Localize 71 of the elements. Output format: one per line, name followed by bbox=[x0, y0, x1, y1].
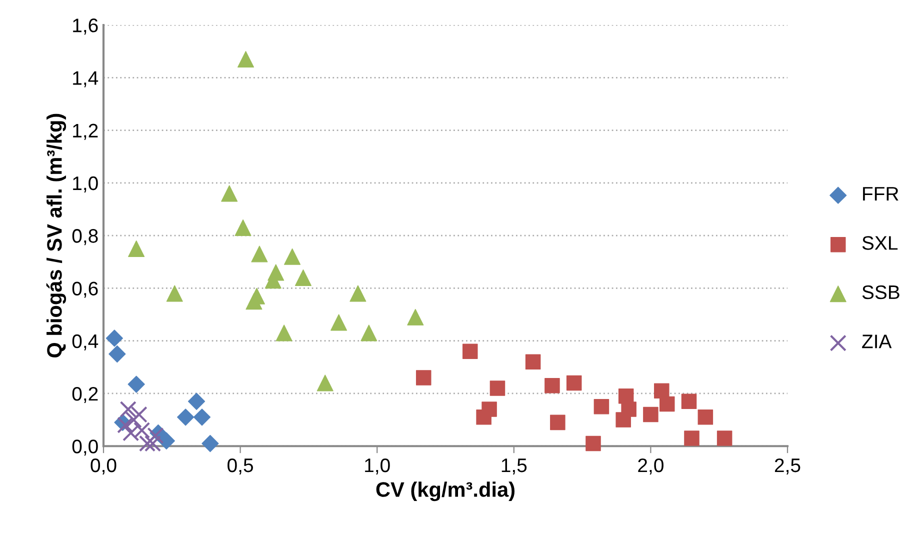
point bbox=[130, 406, 148, 423]
point bbox=[698, 410, 714, 425]
point bbox=[416, 370, 432, 386]
point bbox=[716, 430, 732, 446]
point bbox=[276, 324, 292, 342]
point bbox=[525, 354, 541, 370]
y-tick-label: 0,8 bbox=[72, 229, 98, 246]
legend-label: SSB bbox=[862, 285, 900, 300]
point bbox=[550, 414, 566, 430]
point bbox=[120, 400, 136, 418]
y-tick-label: 1,6 bbox=[73, 18, 98, 35]
point bbox=[616, 412, 631, 428]
y-tick-label: 1,0 bbox=[73, 176, 98, 192]
point bbox=[106, 330, 124, 347]
point bbox=[643, 406, 658, 422]
x-tick-label: 2,0 bbox=[638, 458, 664, 475]
y-tick-label: 0,4 bbox=[72, 334, 98, 350]
point bbox=[594, 399, 610, 414]
point bbox=[350, 285, 366, 302]
point bbox=[654, 383, 670, 398]
y-tick-label: 1,4 bbox=[73, 71, 98, 88]
point bbox=[476, 410, 492, 425]
x-tick-label: 2,5 bbox=[774, 458, 800, 475]
point bbox=[193, 408, 211, 426]
legend-label: SXL bbox=[862, 236, 898, 250]
point bbox=[147, 427, 164, 444]
point bbox=[566, 375, 582, 391]
y-tick-label: 0,2 bbox=[72, 386, 98, 404]
x-tick-label: 1,0 bbox=[365, 458, 390, 475]
point bbox=[144, 435, 162, 452]
point bbox=[407, 308, 424, 326]
point bbox=[330, 314, 348, 331]
point bbox=[294, 269, 312, 286]
point bbox=[684, 430, 700, 446]
point bbox=[133, 422, 150, 439]
point bbox=[166, 285, 183, 302]
legend-label: ZIA bbox=[862, 334, 892, 348]
x-tick-label: 0,5 bbox=[228, 458, 253, 475]
point bbox=[284, 248, 301, 265]
point bbox=[234, 219, 252, 236]
point bbox=[246, 293, 262, 310]
y-tick-label: 0,0 bbox=[72, 440, 98, 456]
point bbox=[316, 374, 334, 392]
point bbox=[188, 392, 206, 410]
x-axis-title: CV (kg/m³.dia) bbox=[376, 482, 514, 502]
point bbox=[125, 411, 142, 428]
point bbox=[138, 435, 156, 452]
y-tick-label: 0,6 bbox=[72, 282, 98, 298]
point bbox=[462, 344, 478, 360]
point bbox=[202, 434, 219, 452]
point bbox=[544, 378, 560, 394]
point bbox=[158, 432, 175, 450]
point bbox=[108, 345, 126, 363]
point bbox=[360, 324, 378, 342]
point bbox=[251, 246, 268, 262]
x-tick-label: 1,5 bbox=[502, 458, 527, 475]
point bbox=[490, 380, 506, 396]
point bbox=[128, 240, 145, 258]
point bbox=[128, 376, 145, 393]
legend-label: FFR bbox=[863, 187, 898, 200]
point bbox=[586, 436, 601, 452]
point bbox=[659, 396, 675, 412]
x-tick-label: 0,0 bbox=[90, 458, 116, 475]
point bbox=[681, 394, 697, 410]
point bbox=[122, 424, 140, 442]
point bbox=[221, 185, 238, 202]
y-tick-label: 1,2 bbox=[73, 124, 98, 140]
point bbox=[238, 50, 254, 68]
point bbox=[117, 416, 134, 434]
y-axis-title: Q biogás / SV afl. (m³/kg) bbox=[46, 114, 66, 358]
point bbox=[177, 408, 194, 426]
